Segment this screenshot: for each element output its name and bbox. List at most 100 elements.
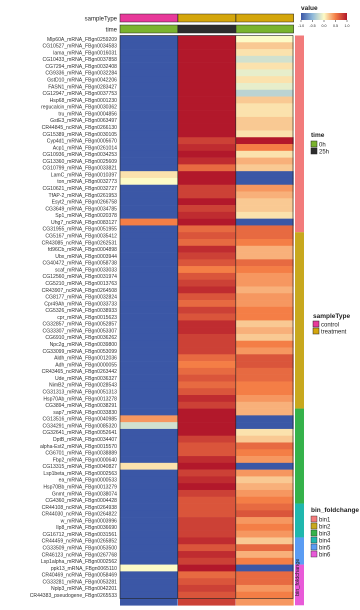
row-label: CG40472_mRNA_FBgn0058738 (43, 261, 118, 267)
row-label: CG7294_mRNA_FBgn0032408 (45, 64, 117, 70)
heatmap-cell (178, 157, 236, 165)
time-label-0h: 0h (319, 143, 326, 149)
sidebar-segment (295, 537, 304, 565)
row-label: CG9336_mRNA_FBgn0032284 (45, 71, 117, 77)
heatmap-cell (236, 408, 294, 416)
row-label: CG33509_mRNA_FBgn0053500 (43, 546, 118, 552)
heatmap-cell (178, 503, 236, 511)
heatmap-cell (178, 571, 236, 579)
time-legend-title: time (311, 132, 325, 139)
heatmap-cell (120, 96, 178, 104)
heatmap-cell (120, 218, 178, 226)
row-label: CG10527_mRNA_FBgn0034583 (43, 44, 118, 50)
heatmap-cell (120, 347, 178, 355)
heatmap-cell (178, 150, 236, 158)
heatmap-cell (120, 408, 178, 416)
heatmap-cell (236, 388, 294, 396)
heatmap-cell (236, 476, 294, 484)
row-label: ton_mRNA_FBgn0032773 (57, 179, 117, 185)
heatmap-cell (236, 591, 294, 599)
heatmap-cell (236, 415, 294, 423)
row-label: CR44383_pseudogene_FBgn0265533 (30, 593, 117, 599)
heatmap-cell (236, 191, 294, 199)
heatmap-cell (178, 177, 236, 186)
heatmap-cell (120, 293, 178, 301)
heatmap-cell (236, 571, 294, 579)
heatmap-cell (236, 354, 294, 362)
heatmap-cell (236, 76, 294, 84)
row-label: CR44030_ncRNA_FBgn0264822 (42, 512, 117, 518)
row-label: CG10621_mRNA_FBgn0032727 (43, 186, 118, 192)
row-label: CG3649_mRNA_FBgn0034785 (45, 206, 117, 212)
annotation-cell (177, 13, 236, 23)
heatmap-cell (120, 530, 178, 538)
heatmap-cell (120, 523, 178, 531)
time-label-25h: 25h (319, 150, 329, 156)
value-colorbar (301, 13, 347, 20)
heatmap-cell (120, 259, 178, 267)
heatmap-cell (178, 116, 236, 124)
heatmap-cell (178, 232, 236, 240)
heatmap-cell (236, 164, 294, 172)
row-label: CG10799_mRNA_FBgn0033821 (43, 166, 118, 172)
heatmap-cell (178, 395, 236, 403)
row-label: Lsp1beta_mRNA_FBgn0002563 (43, 471, 117, 477)
heatmap-cell (236, 245, 294, 253)
heatmap-cell (236, 489, 294, 498)
row-label: Fbp2_mRNA_FBgn0000640 (53, 457, 117, 463)
heatmap-cell (178, 96, 236, 104)
row-label: CR43465_ncRNA_FBgn0263442 (42, 369, 117, 375)
row-label: GstE3_mRNA_FBgn0063497 (50, 118, 117, 124)
heatmap-cell (120, 266, 178, 274)
heatmap-cell (236, 238, 294, 247)
heatmap-cell (178, 374, 236, 382)
heatmap-cell (178, 82, 236, 91)
heatmap-cell (236, 598, 294, 606)
bin-label: bin2 (319, 525, 331, 531)
value-tick-label: -1.0 (298, 24, 304, 28)
sidebar-segment (295, 35, 304, 233)
heatmap-cell (178, 313, 236, 321)
heatmap-cell (178, 489, 236, 498)
heatmap-cell (178, 306, 236, 314)
row-label: CG3894_mRNA_FBgn0038291 (45, 403, 117, 409)
sidebar-segment (295, 564, 304, 606)
row-label: fd96Cb_mRNA_FBgn0004898 (48, 247, 117, 253)
heatmap-cell (236, 123, 294, 131)
heatmap-cell (236, 381, 294, 389)
row-label: CR44459_ncRNA_FBgn0265852 (42, 539, 117, 545)
heatmap-cell (178, 476, 236, 484)
heatmap-cell (236, 449, 294, 457)
heatmap-cell (120, 584, 178, 593)
heatmap-cell (178, 286, 236, 294)
time-legend: time 0h 25h (310, 132, 329, 156)
bin-legend-title: bin_foldchange (311, 507, 359, 514)
heatmap-cell (178, 428, 236, 437)
heatmap-cell (178, 449, 236, 457)
heatmap-cell (120, 340, 178, 348)
column-annotations: sampleType time (85, 13, 294, 33)
bin-swatch (310, 543, 318, 551)
heatmap-cell (120, 320, 178, 328)
heatmap-cell (120, 415, 178, 423)
heatmap-cell (120, 449, 178, 457)
heatmap-cell (120, 103, 178, 111)
heatmap-cell (236, 401, 294, 409)
heatmap-cell (178, 551, 236, 559)
heatmap-cell (236, 327, 294, 335)
heatmap-cell (178, 388, 236, 396)
heatmap-cell (120, 551, 178, 559)
heatmap-cell (236, 306, 294, 314)
heatmap-cell (236, 62, 294, 70)
heatmap-cell (178, 333, 236, 342)
heatmap-cell (178, 530, 236, 538)
heatmap-cell (178, 272, 236, 280)
bin-label: bin3 (319, 532, 331, 538)
heatmap-cell (120, 211, 178, 219)
heatmap-cell (120, 388, 178, 396)
heatmap-cell (178, 110, 236, 118)
heatmap-cell (236, 103, 294, 111)
heatmap-cell (236, 232, 294, 240)
row-label: CG33281_mRNA_FBgn0053281 (43, 579, 118, 585)
